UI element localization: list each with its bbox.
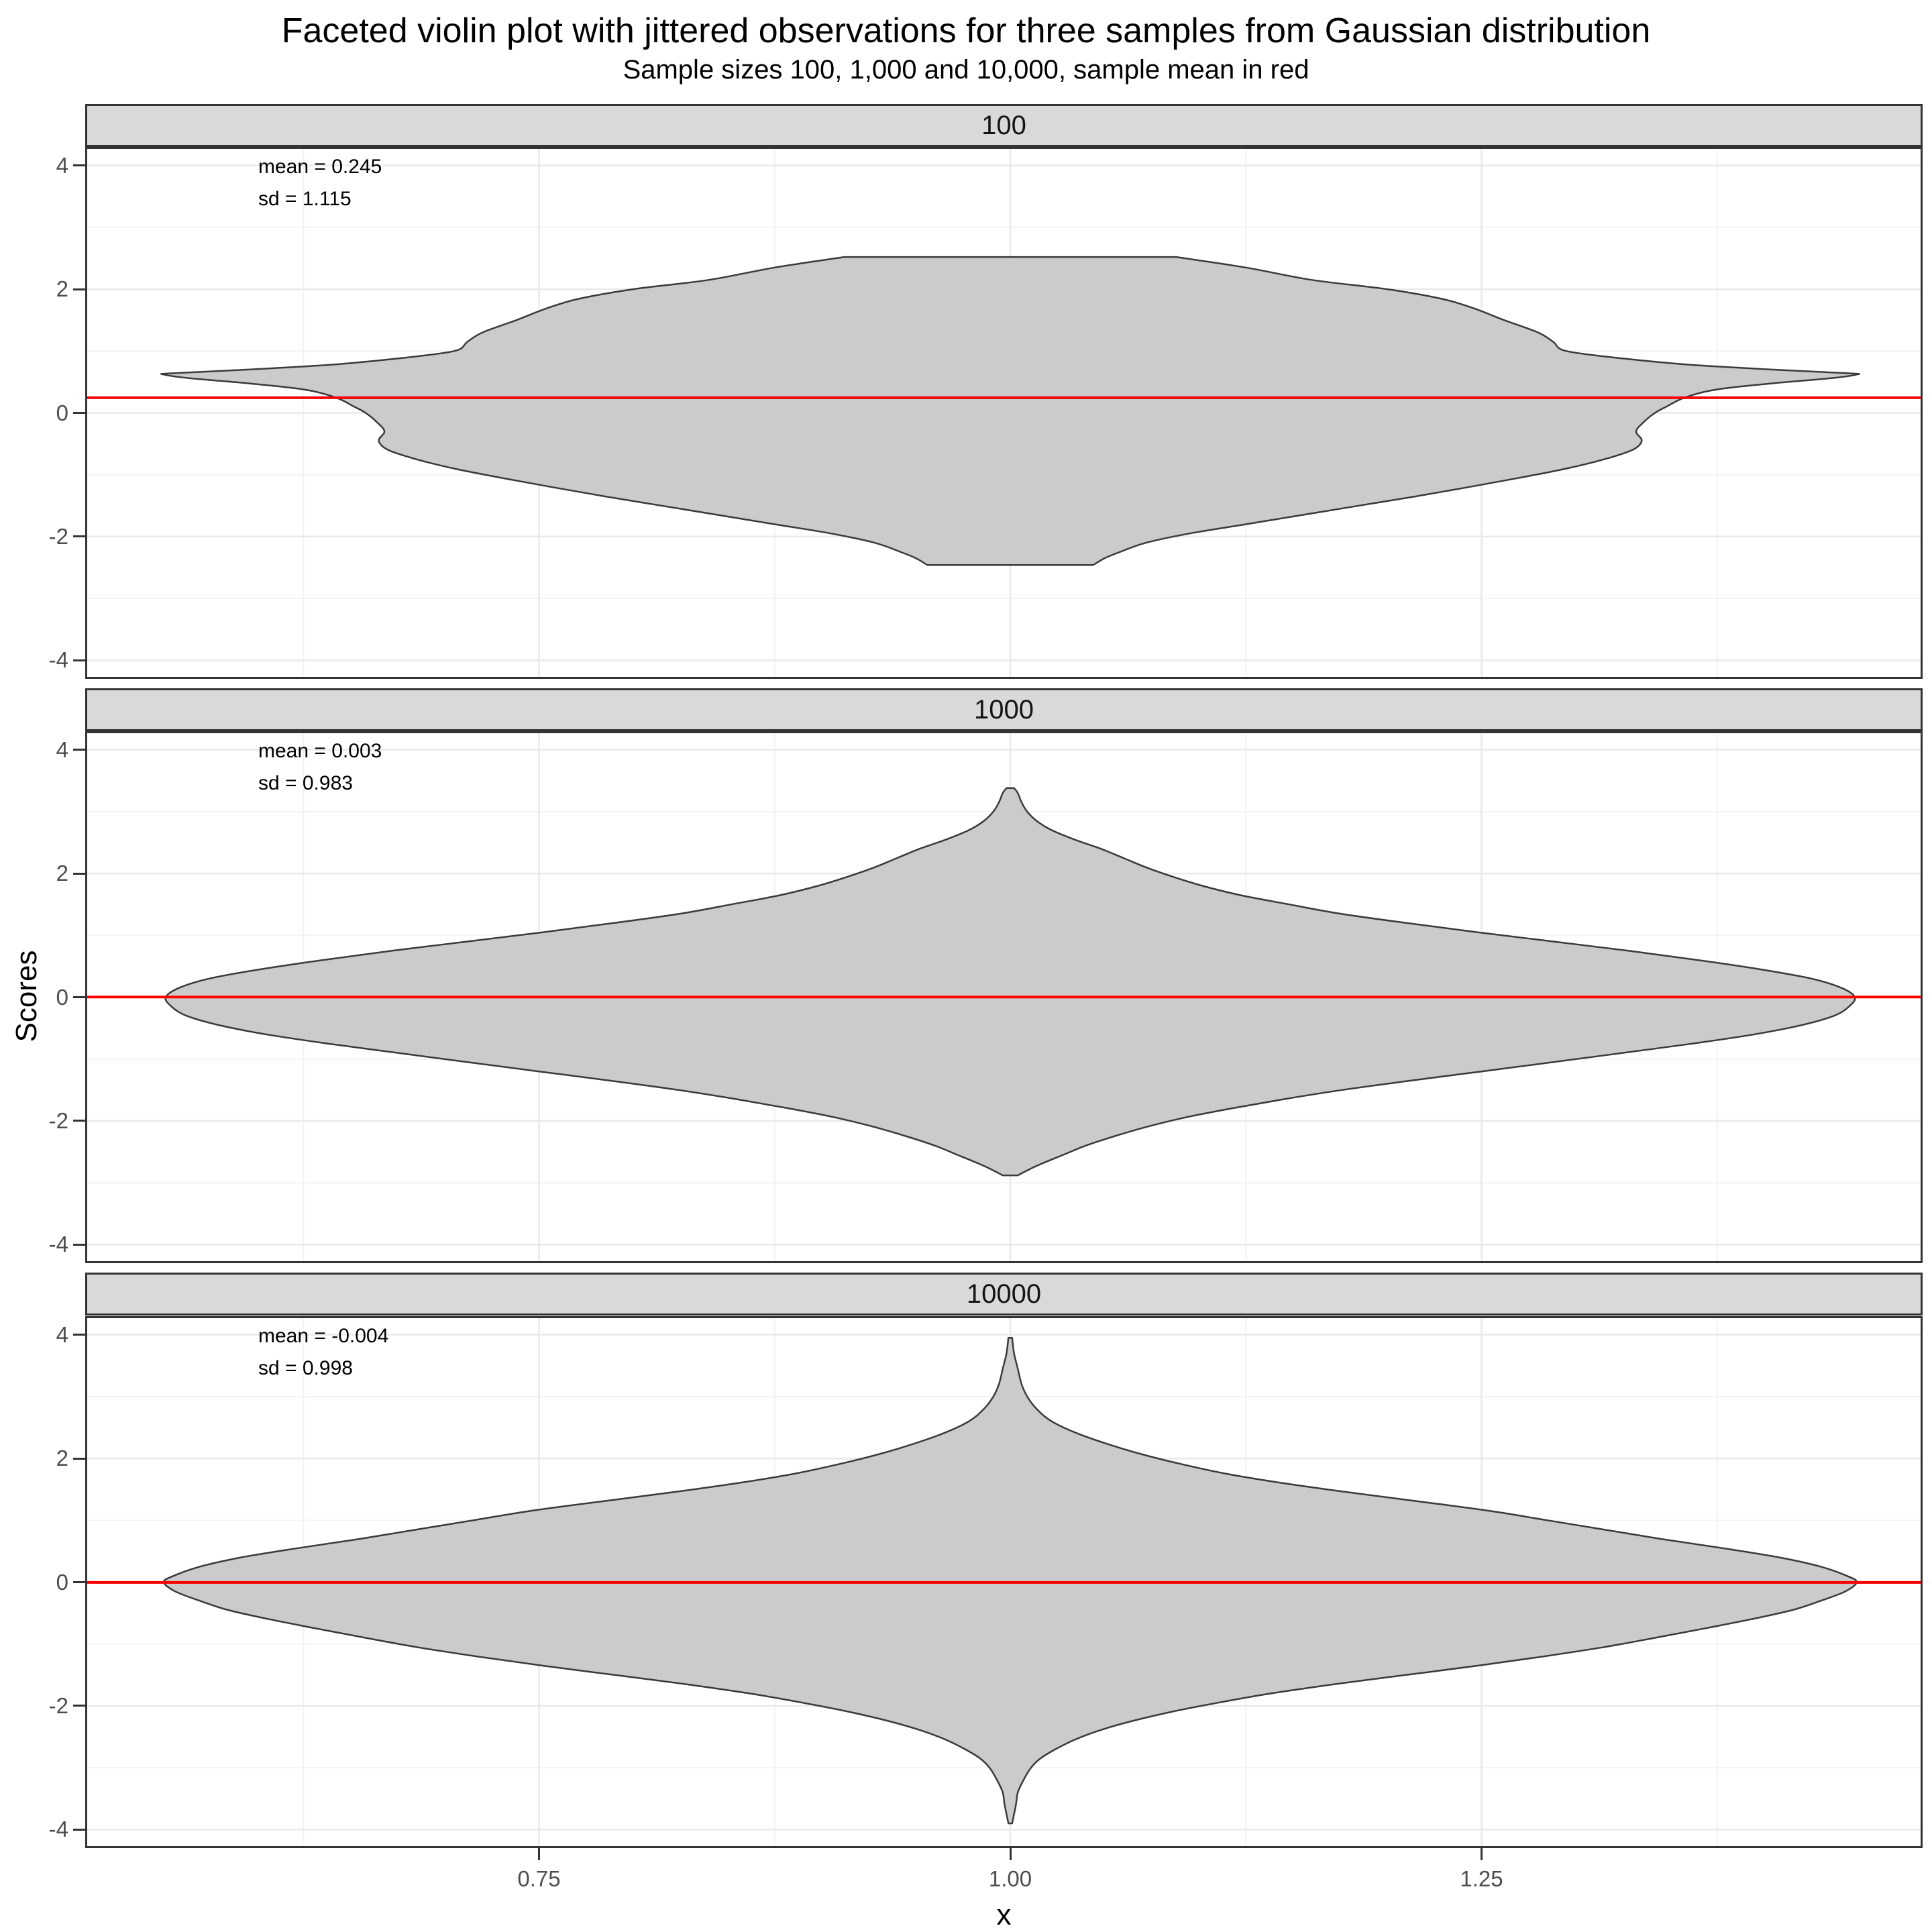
y-tick-label: -4	[48, 647, 68, 673]
y-tick-label: 2	[56, 276, 68, 302]
y-tick-label: 0	[56, 1569, 68, 1595]
mean-annotation: mean = 0.245	[258, 156, 382, 178]
x-tick-label: 1.00	[988, 1866, 1032, 1891]
y-tick-mark	[73, 1705, 85, 1707]
y-tick-label: -2	[48, 1108, 68, 1133]
y-tick-mark	[73, 1334, 85, 1336]
x-tick-mark	[538, 1848, 540, 1860]
mean-annotation: mean = -0.004	[258, 1325, 389, 1347]
y-tick-mark	[73, 996, 85, 998]
facet-panel-1000: mean = 0.003 sd = 0.983	[85, 731, 1923, 1263]
y-tick-label: -2	[48, 523, 68, 549]
y-tick-label: 0	[56, 400, 68, 425]
x-tick-mark	[1009, 1848, 1012, 1860]
facet-strip-1000: 1000	[85, 688, 1923, 731]
mean-annotation: mean = 0.003	[258, 740, 382, 762]
violin-shape	[160, 256, 1860, 566]
y-tick-mark	[73, 749, 85, 751]
sd-annotation: sd = 0.983	[258, 772, 353, 794]
violin-shape	[164, 787, 1856, 1177]
sd-annotation: sd = 1.115	[258, 188, 352, 210]
y-tick-label: 4	[56, 737, 68, 762]
y-tick-mark	[73, 164, 85, 167]
panel-border	[85, 147, 1923, 679]
sd-annotation: sd = 0.998	[258, 1357, 353, 1379]
panel-border	[85, 1316, 1923, 1848]
facet-strip-label: 1000	[974, 694, 1034, 724]
y-tick-mark	[73, 1828, 85, 1831]
plot-title: Faceted violin plot with jittered observ…	[281, 11, 1651, 50]
panel-border	[85, 731, 1923, 1263]
facet-strip-10000: 10000	[85, 1273, 1923, 1316]
y-tick-label: 4	[56, 1322, 68, 1347]
facet-strip-label: 100	[981, 110, 1026, 140]
y-tick-label: 2	[56, 861, 68, 886]
y-tick-label: 4	[56, 152, 68, 178]
facet-panel-100: mean = 0.245 sd = 1.115	[85, 147, 1923, 679]
violin-chart-10000	[85, 1316, 1923, 1848]
y-tick-label: -4	[48, 1232, 68, 1257]
y-tick-mark	[73, 1243, 85, 1246]
violin-chart-100	[85, 147, 1923, 679]
stats-annotation: mean = -0.004 sd = 0.998	[258, 1320, 388, 1385]
y-tick-mark	[73, 535, 85, 538]
facet-panel-10000: mean = -0.004 sd = 0.998	[85, 1316, 1923, 1848]
y-tick-label: 2	[56, 1446, 68, 1471]
y-tick-mark	[73, 412, 85, 414]
plot-subtitle: Sample sizes 100, 1,000 and 10,000, samp…	[623, 55, 1309, 85]
facet-strip-label: 10000	[966, 1279, 1042, 1309]
x-axis-title: x	[996, 1898, 1012, 1931]
y-tick-mark	[73, 659, 85, 661]
x-tick-label: 0.75	[517, 1866, 561, 1891]
x-tick-label: 1.25	[1460, 1866, 1503, 1891]
y-tick-label: -2	[48, 1693, 68, 1718]
violin-chart-1000	[85, 731, 1923, 1263]
stats-annotation: mean = 0.245 sd = 1.115	[258, 151, 382, 215]
y-tick-mark	[73, 872, 85, 875]
y-tick-mark	[73, 1120, 85, 1122]
y-tick-mark	[73, 1457, 85, 1460]
y-tick-label: 0	[56, 984, 68, 1010]
y-tick-mark	[73, 1581, 85, 1583]
violin-shape	[163, 1337, 1858, 1825]
stats-annotation: mean = 0.003 sd = 0.983	[258, 735, 382, 800]
y-tick-label: -4	[48, 1817, 68, 1842]
facet-strip-100: 100	[85, 104, 1923, 147]
x-tick-mark	[1481, 1848, 1483, 1860]
y-tick-mark	[73, 288, 85, 290]
